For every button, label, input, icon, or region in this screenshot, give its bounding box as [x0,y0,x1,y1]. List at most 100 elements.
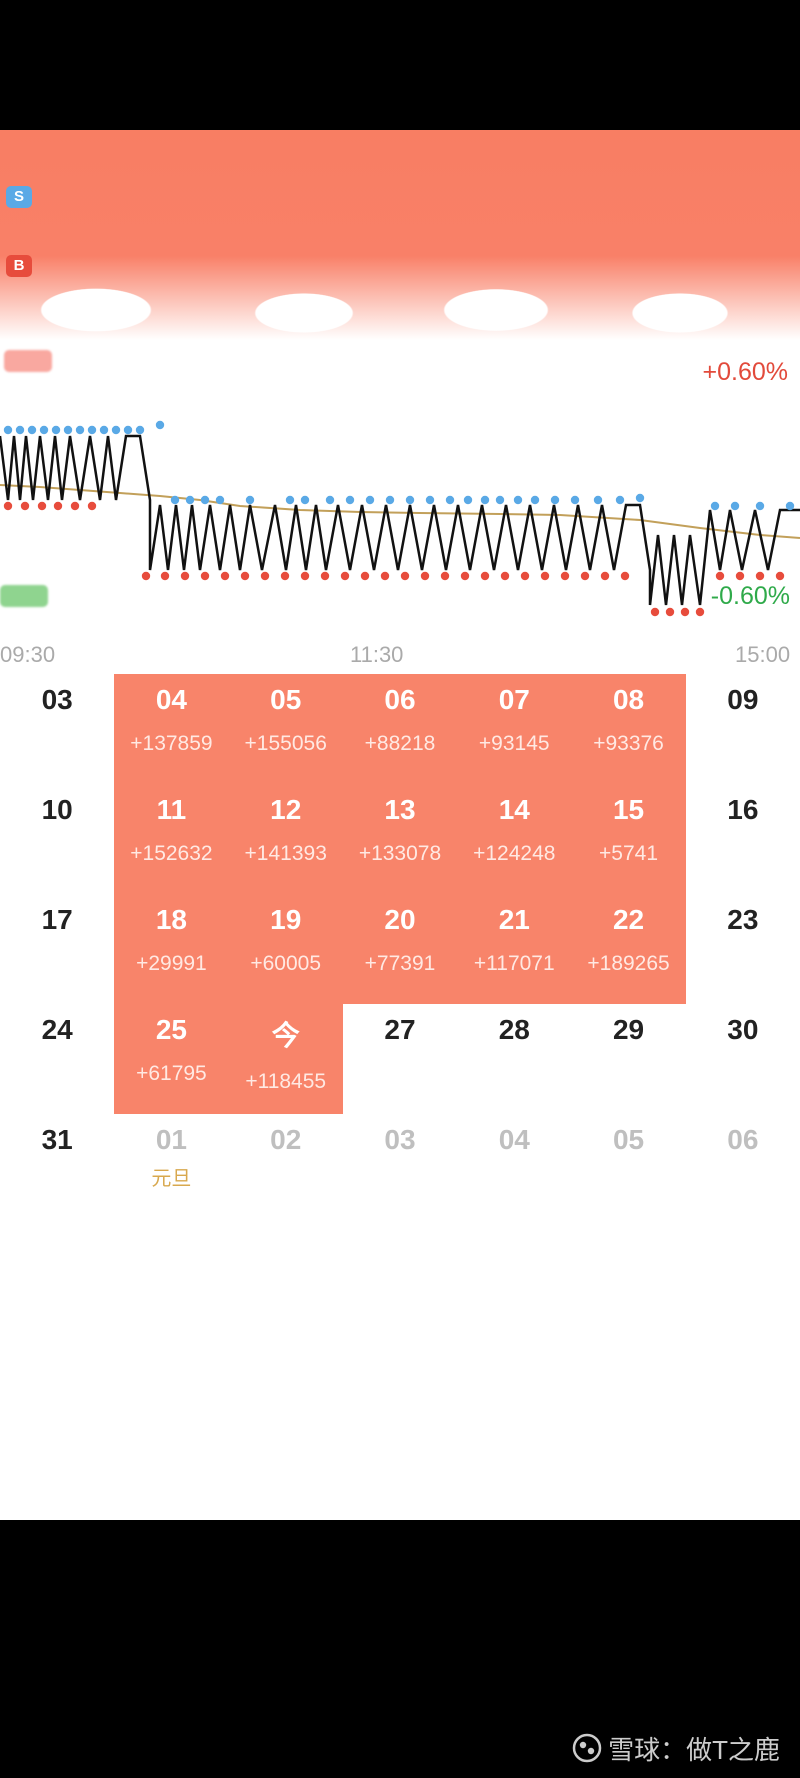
xaxis-tick: 09:30 [0,642,55,668]
calendar-cell[interactable]: 今 +118455 [229,1004,343,1114]
calendar-cell[interactable]: 28 [457,1004,571,1114]
calendar-cell[interactable]: 24 [0,1004,114,1114]
calendar-cell[interactable]: 29 [571,1004,685,1114]
calendar-cell[interactable]: 06 +88218 [343,674,457,784]
calendar-day: 25 [156,1014,187,1046]
calendar-value: +137859 [130,732,212,756]
calendar-value: +5741 [599,842,658,866]
calendar-day: 06 [384,684,415,716]
calendar-cell[interactable]: 20 +77391 [343,894,457,1004]
calendar-cell[interactable]: 02 [229,1114,343,1202]
calendar-day: 01 [156,1124,187,1156]
calendar-value: +118455 [245,1070,326,1094]
calendar-cell[interactable]: 16 [686,784,800,894]
calendar-cell[interactable]: 04 [457,1114,571,1202]
calendar-value: +93376 [593,732,664,756]
calendar-value: +141393 [245,842,327,866]
calendar-day: 16 [727,794,758,826]
watermark-user: 做T之鹿 [686,1730,780,1767]
calendar-value: +189265 [587,952,669,976]
calendar-day: 24 [42,1014,73,1046]
watermark-footer: 雪球 ： 做T之鹿 [0,1718,800,1778]
calendar-cell[interactable]: 15 +5741 [571,784,685,894]
calendar-day: 18 [156,904,187,936]
price-line [0,436,800,605]
calendar-day: 09 [727,684,758,716]
calendar-day: 03 [42,684,73,716]
calendar-cell[interactable]: 05 +155056 [229,674,343,784]
calendar-day: 04 [156,684,187,716]
calendar-day: 10 [42,794,73,826]
buy-tag: B [6,255,32,277]
calendar-cell[interactable]: 01元旦 [114,1114,228,1202]
xueqiu-logo-icon [572,1733,602,1763]
calendar-cell[interactable]: 11 +152632 [114,784,228,894]
calendar-value: +133078 [359,842,441,866]
calendar-value: +88218 [365,732,436,756]
calendar-day: 05 [613,1124,644,1156]
calendar-cell[interactable]: 31 [0,1114,114,1202]
calendar-cell[interactable]: 09 [686,674,800,784]
sell-tag: S [6,186,32,208]
calendar-day: 11 [157,794,187,826]
calendar-day: 07 [499,684,530,716]
calendar-cell[interactable]: 14 +124248 [457,784,571,894]
calendar-cell[interactable]: 21+117071 [457,894,571,1004]
calendar-value: +60005 [250,952,321,976]
calendar-cell[interactable]: 23 [686,894,800,1004]
calendar-cell[interactable]: 19+60005 [229,894,343,1004]
calendar-day: 27 [384,1014,415,1046]
calendar-value: +29991 [136,952,207,976]
calendar-cell[interactable]: 17 [0,894,114,1004]
calendar-day: 06 [727,1124,758,1156]
calendar-cell[interactable]: 07+93145 [457,674,571,784]
profit-calendar[interactable]: 03 04 +137859 05 +155056 06 +88218 07+93145 08 +9… [0,674,800,1202]
xaxis-tick: 15:00 [735,642,790,668]
calendar-cell[interactable]: 03 [343,1114,457,1202]
calendar-day: 08 [613,684,644,716]
header-clouds [0,280,800,340]
calendar-day: 22 [613,904,644,936]
calendar-cell[interactable]: 06 [686,1114,800,1202]
calendar-day: 今 [272,1014,300,1054]
calendar-cell[interactable]: 18 +29991 [114,894,228,1004]
calendar-day: 13 [384,794,415,826]
calendar-value: +124248 [473,842,555,866]
calendar-value: +155056 [245,732,327,756]
calendar-day: 15 [613,794,644,826]
calendar-day: 29 [613,1014,644,1046]
calendar-cell[interactable]: 03 [0,674,114,784]
calendar-day: 03 [384,1124,415,1156]
watermark-brand: 雪球 [608,1730,660,1767]
calendar-cell[interactable]: 30 [686,1004,800,1114]
calendar-cell[interactable]: 13 +133078 [343,784,457,894]
calendar-day: 17 [42,904,73,936]
calendar-day: 20 [384,904,415,936]
calendar-cell[interactable]: 12 +141393 [229,784,343,894]
calendar-value: +77391 [365,952,436,976]
calendar-cell[interactable]: 08 +93376 [571,674,685,784]
calendar-cell[interactable]: 04 +137859 [114,674,228,784]
calendar-cell[interactable]: 05 [571,1114,685,1202]
watermark-sep: ： [660,1730,686,1767]
calendar-day: 05 [270,684,301,716]
calendar-day: 14 [499,794,530,826]
calendar-day: 21 [499,904,530,936]
calendar-value: +61795 [136,1062,207,1086]
calendar-cell[interactable]: 10 [0,784,114,894]
intraday-chart[interactable] [0,380,800,630]
xaxis-tick: 11:30 [350,642,403,668]
calendar-cell[interactable]: 27 [343,1004,457,1114]
avg-price-line [0,485,800,538]
calendar-day: 12 [270,794,301,826]
calendar-value: +152632 [130,842,212,866]
calendar-cell[interactable]: 22 +189265 [571,894,685,1004]
calendar-day: 02 [270,1124,301,1156]
calendar-day: 04 [499,1124,530,1156]
calendar-day: 23 [727,904,758,936]
top-price-pill [4,350,52,372]
content-area: +0.60% -0.60% S B 09:3011:3015:00 0304+1… [0,130,800,1520]
calendar-day: 30 [727,1014,758,1046]
calendar-day: 31 [42,1124,73,1156]
calendar-cell[interactable]: 25 +61795 [114,1004,228,1114]
